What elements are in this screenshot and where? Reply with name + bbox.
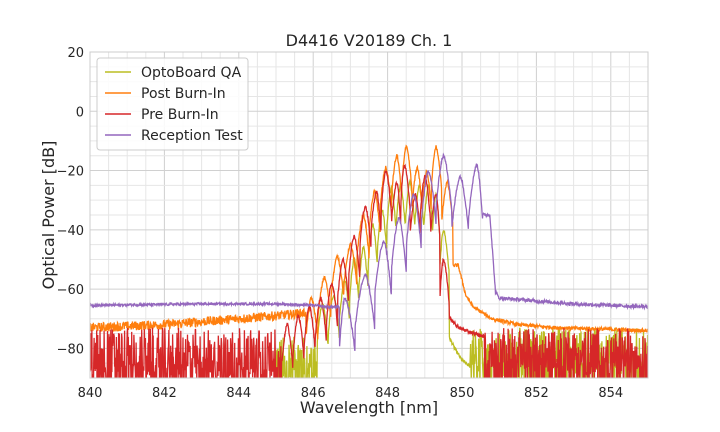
y-tick-label: −20 (57, 165, 84, 180)
legend: OptoBoard QA Post Burn-In Pre Burn-In Recep… (96, 57, 249, 151)
plot-frame (89, 51, 649, 379)
y-tick-label: −40 (57, 224, 84, 239)
y-axis-label: Optical Power [dB] (39, 141, 58, 290)
y-tick-label: 20 (67, 46, 84, 61)
ticks: 840 842 844 846 848 850 852 854 20 0 −20 −40 −60 −80 (57, 46, 624, 401)
legend-entry: Reception Test (141, 128, 243, 144)
x-tick-label: 840 (78, 386, 103, 401)
x-axis-label: Wavelength [nm] (300, 398, 438, 417)
x-tick-label: 842 (152, 386, 177, 401)
legend-box (96, 57, 249, 151)
legend-entry: Pre Burn-In (141, 107, 219, 123)
x-tick-label: 852 (524, 386, 549, 401)
x-tick-label: 850 (450, 386, 475, 401)
x-tick-label: 848 (375, 386, 400, 401)
series-line-pre-burn-in (90, 163, 648, 378)
series-layer (90, 144, 648, 378)
legend-entry: OptoBoard QA (141, 65, 242, 81)
series-line-reception-test (90, 152, 648, 351)
y-tick-label: −80 (57, 342, 84, 357)
y-tick-label: 0 (76, 105, 84, 120)
chart-title: D4416 V20189 Ch. 1 (286, 31, 453, 50)
x-tick-label: 844 (226, 386, 251, 401)
x-tick-label: 846 (301, 386, 326, 401)
x-tick-label: 854 (598, 386, 623, 401)
y-tick-label: −60 (57, 283, 84, 298)
legend-entry: Post Burn-In (141, 86, 226, 102)
series-line-post-burn-in (90, 144, 648, 340)
